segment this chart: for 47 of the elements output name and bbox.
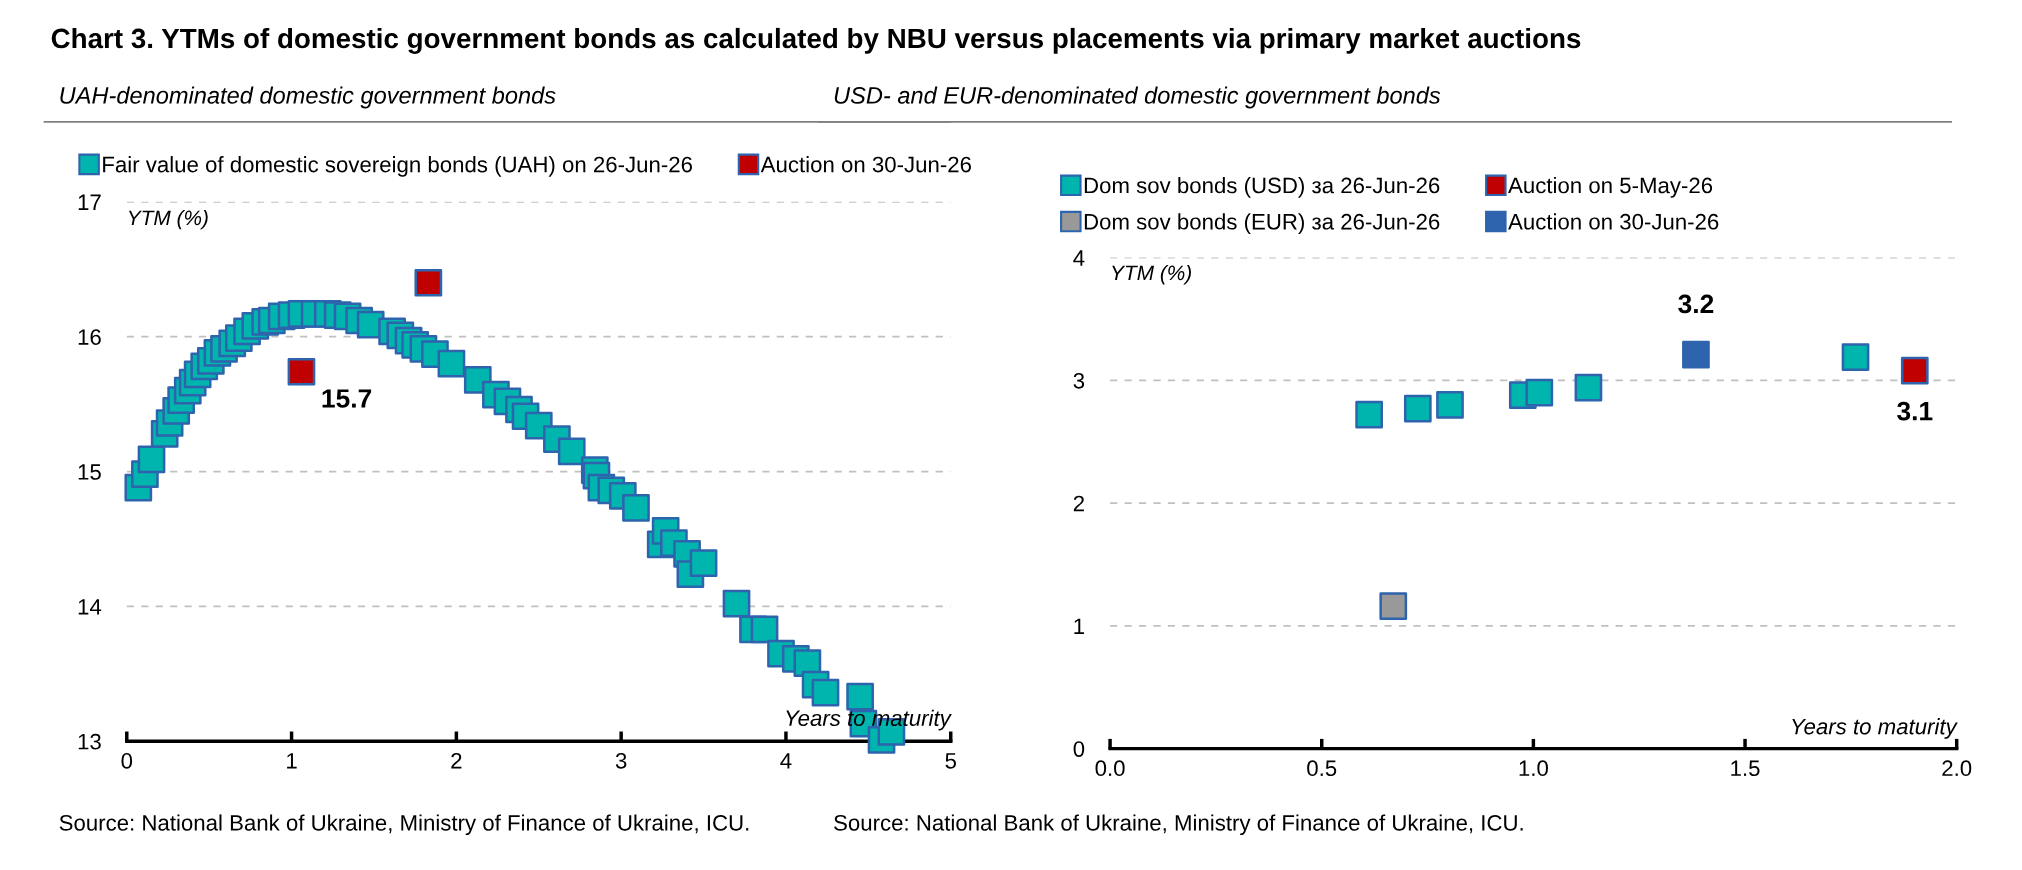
x-tick-label: 0.0	[1095, 760, 1125, 777]
y-tick-label: 1	[1074, 618, 1084, 634]
point	[1436, 391, 1464, 419]
point	[1682, 340, 1710, 369]
y-tick-label: 2	[1073, 495, 1084, 512]
x-tick-label: 2	[451, 752, 462, 769]
y-tick-label: 0	[1073, 741, 1085, 757]
x-tick-label: 0	[121, 752, 133, 769]
chart-subtitle: USD- and EUR-denominated domestic government bonds	[834, 86, 1441, 109]
x-axis-title: Years to maturity	[1792, 718, 1958, 739]
legend-label: Fair value of domestic sovereign bonds (UAH) on 26-Jun-26	[103, 156, 692, 177]
x-tick-label: 4	[780, 753, 792, 769]
source-note: Source: National Bank of Ukraine, Ministry of Finance of Ukraine, ICU.	[59, 814, 749, 836]
point	[1525, 378, 1554, 407]
y-axis-title: YTM (%)	[128, 209, 208, 230]
data-label: 15.7	[322, 389, 372, 408]
y-tick-label: 15	[78, 464, 101, 480]
legend-label: Auction on 30-Jun-26	[1508, 213, 1719, 230]
point	[1574, 373, 1603, 402]
y-tick-label: 4	[1073, 250, 1085, 266]
y-axis-title: YTM (%)	[1112, 264, 1191, 285]
data-label: 3.2	[1678, 294, 1714, 314]
point	[1379, 592, 1408, 621]
x-tick-label: 0.5	[1307, 760, 1337, 777]
y-tick-label: 13	[78, 733, 101, 750]
data-label: 3.1	[1897, 401, 1933, 421]
x-tick-label: 2.0	[1942, 760, 1972, 777]
y-tick-label: 17	[78, 194, 101, 210]
point	[1355, 400, 1384, 429]
x-tick-label: 1	[287, 753, 297, 769]
chart-subtitle: UAH-denominated domestic government bonds	[60, 86, 556, 109]
point	[1900, 356, 1929, 385]
y-tick-label: 3	[1073, 372, 1085, 389]
legend-label: Auction on 5-May-26	[1508, 177, 1713, 198]
x-tick-label: 5	[945, 753, 956, 769]
x-tick-label: 1.5	[1731, 760, 1760, 777]
source-note: Source: National Bank of Ukraine, Ministry of Finance of Ukraine, ICU.	[834, 814, 1523, 836]
chart-title: Chart 3. YTMs of domestic government bonds as calculated by NBU versus placements via primary market auctions	[51, 27, 1581, 54]
point	[1841, 343, 1870, 371]
x-tick-label: 3	[615, 752, 627, 769]
legend-label: Auction on 30-Jun-26	[760, 156, 971, 173]
point	[1403, 394, 1432, 423]
x-tick-label: 1.0	[1519, 760, 1548, 777]
y-tick-label: 14	[78, 599, 102, 615]
y-tick-label: 16	[78, 329, 101, 345]
legend-label: Dom sov bonds (EUR) за 26-Jun-26	[1084, 213, 1440, 234]
legend-label: Dom sov bonds (USD) за 26-Jun-26	[1084, 177, 1440, 198]
